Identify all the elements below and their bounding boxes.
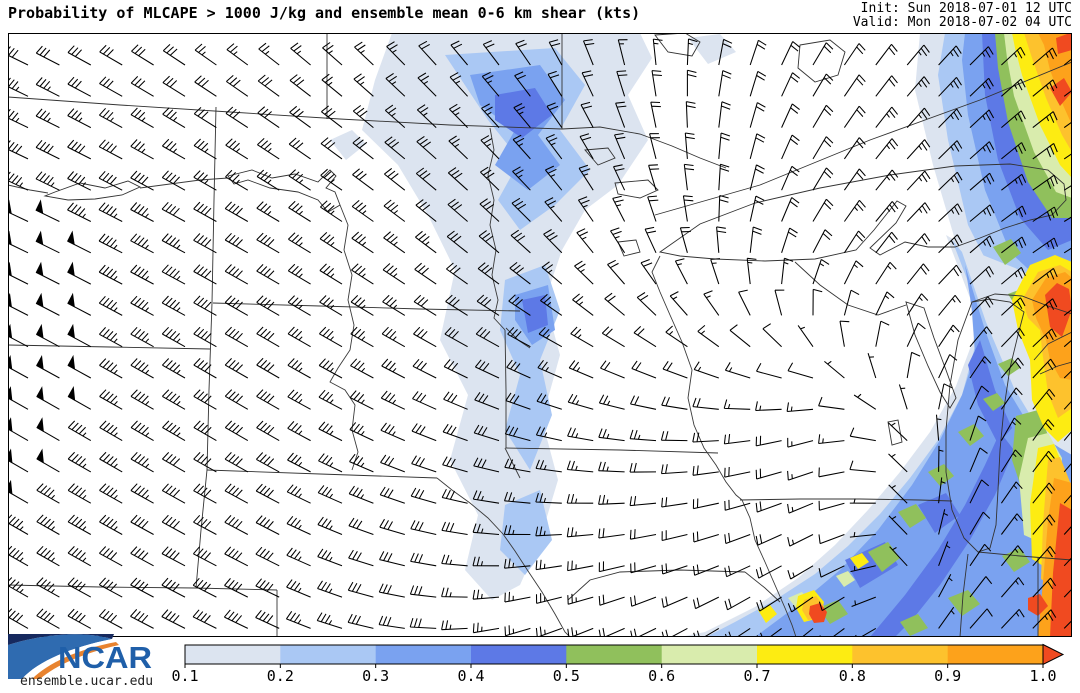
- colorbar-label: 0.2: [266, 667, 294, 685]
- site-url: ensemble.ucar.edu: [20, 674, 154, 689]
- colorbar-label: 1.0: [1029, 667, 1057, 685]
- rivers-layer: [8, 127, 797, 637]
- ncar-logo-icon: [8, 634, 119, 679]
- ncar-logo-text: NCAR: [58, 640, 153, 675]
- colorbar-segment: [852, 645, 949, 664]
- colorbar-label: 0.7: [743, 667, 771, 685]
- colorbar-label: 0.8: [838, 667, 866, 685]
- lakes-layer: [43, 33, 1067, 553]
- page-title: Probability of MLCAPE > 1000 J/kg and en…: [8, 4, 641, 22]
- colorbar-label: 0.4: [457, 667, 485, 685]
- valid-time: Valid: Mon 2018-07-02 04 UTC: [852, 15, 1072, 30]
- colorbar-segment: [375, 645, 472, 664]
- colorbar-segment: [471, 645, 567, 664]
- logo-swoosh-blue: [8, 634, 112, 679]
- wind-barbs-layer: [8, 38, 1072, 637]
- colorbar-label: 0.1: [171, 667, 199, 685]
- colorbar-segment: [566, 645, 663, 664]
- init-valid-block: Init: Sun 2018-07-01 12 UTC Valid: Mon 20…: [853, 2, 1072, 30]
- logo-swoosh-white: [22, 639, 116, 679]
- colorbar-segment: [757, 645, 853, 664]
- colorbar-label: 0.9: [934, 667, 962, 685]
- colorbar-arrow-icon: [1042, 643, 1065, 666]
- weather-map-canvas: [8, 33, 1072, 637]
- colorbar-label: 0.5: [552, 667, 580, 685]
- logo-swoosh-navy: [8, 634, 114, 645]
- colorbar-segment: [280, 645, 377, 664]
- colorbar-label: 0.6: [648, 667, 676, 685]
- map-svg: [8, 33, 1072, 637]
- probability-shading-layer: [330, 33, 1072, 637]
- colorbar-label: 0.3: [362, 667, 390, 685]
- colorbar-segment: [661, 645, 758, 664]
- colorbar-segment: [947, 645, 1044, 664]
- colorbar-segment: [185, 645, 281, 664]
- logo-swoosh-orange: [32, 642, 119, 679]
- colorbar: [184, 643, 1065, 668]
- init-time: Init: Sun 2018-07-01 12 UTC: [860, 1, 1072, 16]
